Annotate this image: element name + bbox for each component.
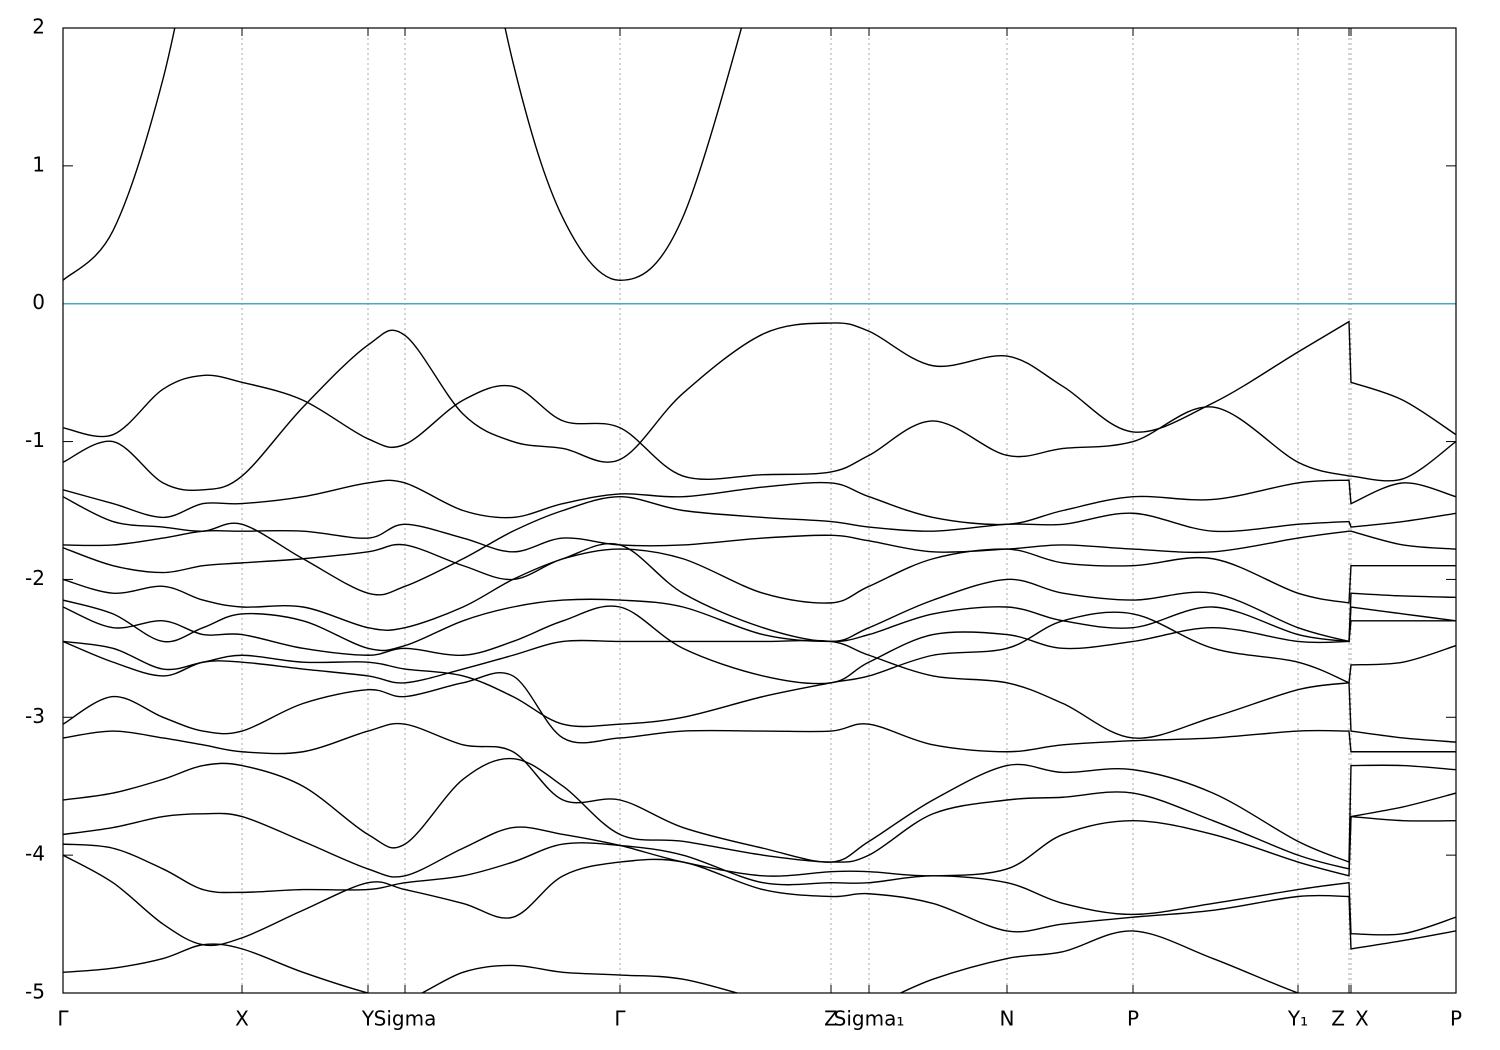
band-line: [63, 842, 1456, 936]
y-tick-label: -3: [25, 704, 45, 728]
band-line: [63, 374, 1456, 482]
x-tick-label: Sigma₁: [834, 1007, 905, 1031]
x-tick-label: Z: [1331, 1007, 1345, 1031]
y-tick-label: 0: [32, 290, 45, 314]
plot-area: [63, 28, 1456, 993]
band-line: [63, 523, 1456, 554]
x-tick-label: P: [1127, 1007, 1139, 1031]
band-line: [63, 671, 1456, 753]
band-line: [63, 757, 1456, 870]
x-tick-label: X: [1355, 1007, 1369, 1031]
x-tick-label: N: [1000, 1007, 1015, 1031]
band-line: [63, 605, 1456, 685]
y-tick-label: -2: [25, 566, 45, 590]
y-tick-label: -1: [25, 428, 45, 452]
x-tick-label: Sigma: [374, 1007, 437, 1031]
x-tick-label: Y₁: [1287, 1007, 1308, 1031]
y-tick-label: 1: [32, 152, 45, 176]
band-line: [63, 542, 1456, 643]
band-line: [63, 930, 1301, 993]
x-tick-label: Γ: [57, 1007, 69, 1031]
band-line: [63, 320, 1456, 492]
plot-frame: [62, 27, 1457, 994]
band-line: [63, 611, 1456, 728]
band-line: [63, 28, 743, 281]
x-tick-label: Y: [361, 1007, 375, 1031]
band-line: [63, 479, 1456, 526]
band-line: [63, 598, 1456, 652]
x-tick-label: Z: [824, 1007, 838, 1031]
y-tick-label: -4: [25, 842, 45, 866]
band-line: [63, 496, 1456, 596]
x-tick-label: Γ: [614, 1007, 626, 1031]
y-tick-label: -5: [25, 980, 45, 1004]
band-line: [63, 812, 1456, 878]
x-tick-label: P: [1450, 1007, 1462, 1031]
band-line: [63, 639, 1456, 743]
band-line: [63, 854, 1456, 950]
band-line: [63, 543, 1456, 604]
y-tick-label: 2: [32, 15, 45, 39]
band-line: [63, 722, 1456, 864]
x-tick-label: X: [235, 1007, 249, 1031]
